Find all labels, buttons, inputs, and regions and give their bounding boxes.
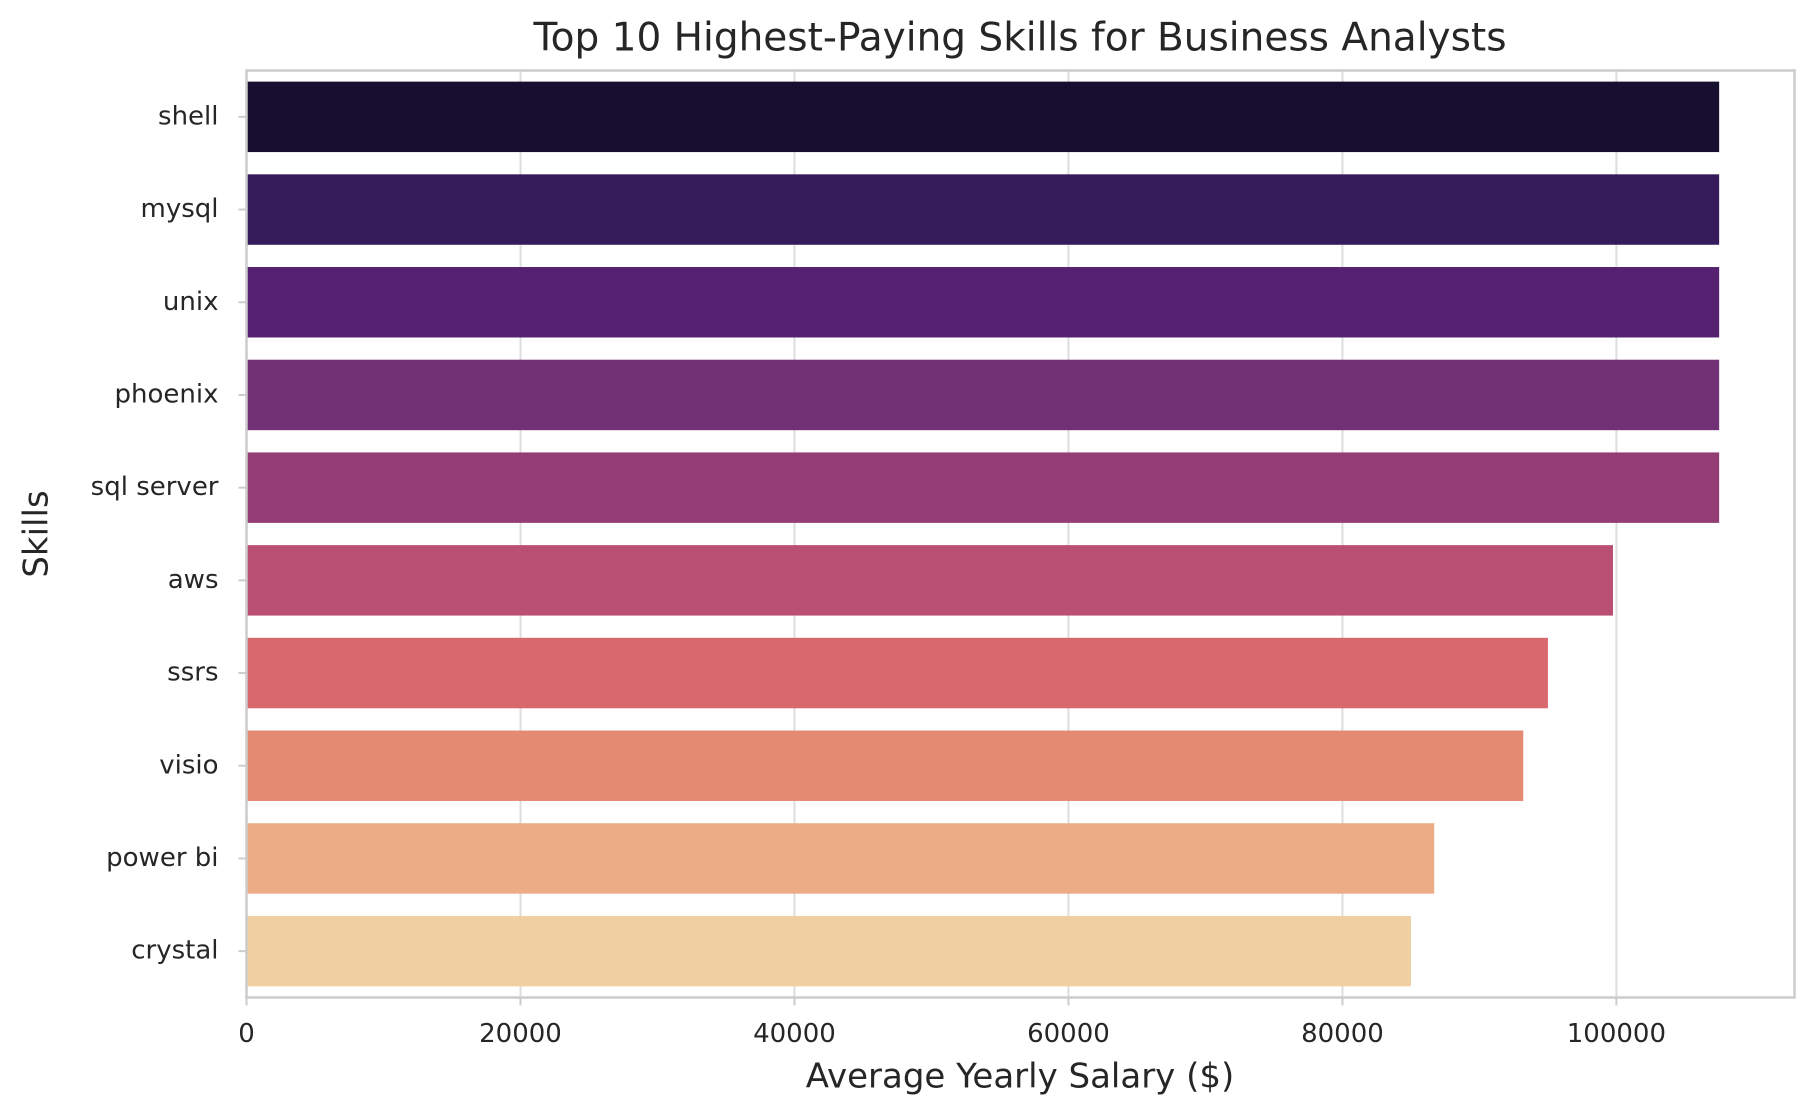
- bars: [246, 81, 1720, 987]
- y-tick-label: sql server: [91, 472, 219, 502]
- y-tick-label: crystal: [131, 936, 218, 966]
- y-tick-label: ssrs: [167, 658, 218, 688]
- y-tick-label: phoenix: [115, 379, 219, 409]
- x-tick-label: 60000: [1027, 1019, 1110, 1049]
- bar-unix: [246, 267, 1720, 338]
- x-ticks: 0 20000 40000 60000 80000 100000: [238, 997, 1666, 1049]
- plot-frame: [245, 69, 1796, 999]
- y-ticks: shell mysql unix phoenix sql server aws ssrs vi…: [91, 101, 247, 966]
- x-tick-label: 100000: [1567, 1019, 1666, 1049]
- bar-visio: [246, 730, 1524, 801]
- y-tick-label: shell: [158, 101, 218, 131]
- y-tick-label: mysql: [141, 194, 219, 224]
- bar-mysql: [246, 174, 1720, 245]
- bar-shell: [246, 81, 1720, 153]
- y-tick-label: unix: [163, 287, 219, 317]
- chart-title: Top 10 Highest-Paying Skills for Busines…: [532, 16, 1506, 61]
- x-tick-label: 40000: [753, 1019, 836, 1049]
- y-tick-label: aws: [168, 565, 219, 595]
- y-axis-label: Skills: [17, 490, 57, 577]
- y-tick-label: visio: [159, 750, 218, 780]
- bar-ssrs: [246, 637, 1548, 709]
- bar-power-bi: [246, 823, 1435, 894]
- bar-crystal: [246, 915, 1411, 987]
- bar-phoenix: [246, 359, 1720, 431]
- x-tick-label: 80000: [1301, 1019, 1384, 1049]
- y-tick-label: power bi: [106, 843, 218, 873]
- bar-aws: [246, 545, 1613, 616]
- x-axis-label: Average Yearly Salary ($): [806, 1057, 1235, 1097]
- x-tick-label: 0: [238, 1019, 255, 1049]
- bar-sql-server: [246, 452, 1720, 523]
- x-tick-label: 20000: [479, 1019, 562, 1049]
